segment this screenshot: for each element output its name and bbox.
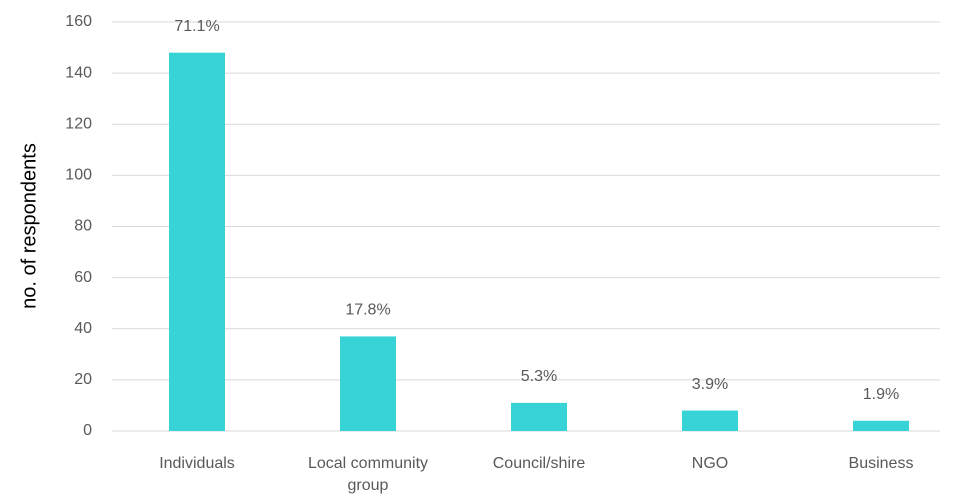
y-tick-label: 60: [74, 269, 92, 286]
x-tick-label: Business: [849, 455, 914, 472]
data-label: 3.9%: [692, 376, 728, 393]
y-tick-label: 120: [65, 115, 92, 132]
bar: [511, 402, 567, 431]
y-tick-label: 100: [65, 167, 92, 184]
bar: [853, 420, 909, 431]
data-label: 17.8%: [345, 302, 390, 319]
y-tick-label: 160: [65, 13, 92, 30]
x-tick-label: Individuals: [159, 455, 235, 472]
x-tick-label: NGO: [692, 455, 728, 472]
bar: [340, 336, 396, 431]
data-label: 5.3%: [521, 368, 557, 385]
y-tick-label: 20: [74, 371, 92, 388]
bar: [682, 410, 738, 431]
bar: [169, 52, 225, 432]
data-label: 1.9%: [863, 386, 899, 403]
x-tick-label: Local community group: [308, 455, 428, 494]
data-label: 71.1%: [174, 18, 219, 35]
y-axis-title: no. of respondents: [18, 143, 40, 309]
y-tick-label: 40: [74, 320, 92, 337]
y-tick-label: 80: [74, 218, 92, 235]
x-tick-label: Council/shire: [493, 455, 586, 472]
y-tick-label: 140: [65, 64, 92, 81]
y-tick-label: 0: [83, 422, 92, 439]
